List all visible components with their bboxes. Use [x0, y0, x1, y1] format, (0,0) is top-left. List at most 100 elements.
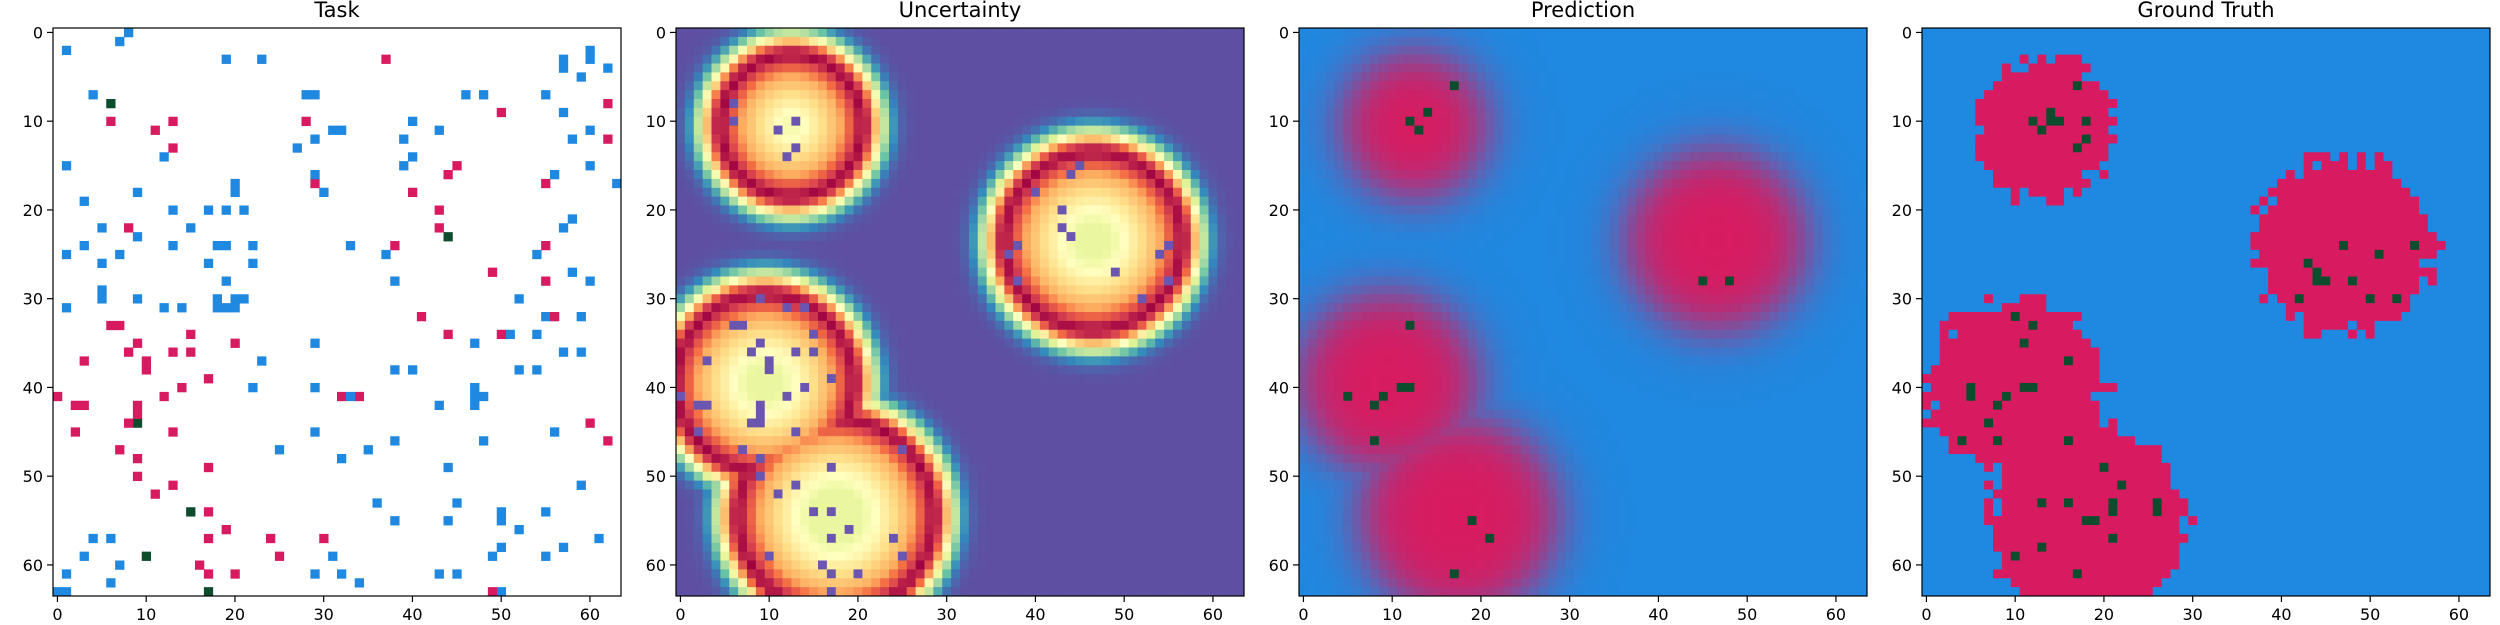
- prediction-cell: [1547, 99, 1557, 109]
- uncertainty-cell: [977, 454, 988, 464]
- uncertainty-cell: [1057, 205, 1067, 215]
- uncertainty-cell: [880, 249, 890, 260]
- uncertainty-cell: [1146, 560, 1156, 570]
- uncertainty-cell: [676, 205, 686, 215]
- prediction-cell: [1432, 63, 1442, 73]
- uncertainty-cell: [951, 320, 961, 331]
- uncertainty-cell: [880, 241, 890, 251]
- uncertainty-cell: [986, 489, 996, 499]
- uncertainty-cell: [1128, 134, 1138, 144]
- uncertainty-cell: [676, 54, 686, 64]
- uncertainty-cell: [720, 418, 730, 428]
- prediction-cell: [1458, 63, 1469, 73]
- uncertainty-cell: [986, 187, 996, 198]
- uncertainty-cell: [1164, 285, 1174, 295]
- uncertainty-cell: [702, 152, 712, 162]
- uncertainty-cell: [924, 356, 934, 366]
- uncertainty-cell: [951, 81, 961, 91]
- uncertainty-cell: [906, 427, 917, 437]
- prediction-cell: [1618, 72, 1628, 82]
- uncertainty-cell: [684, 303, 695, 313]
- uncertainty-cell: [1155, 312, 1165, 322]
- uncertainty-cell: [764, 498, 775, 508]
- uncertainty-cell: [1004, 329, 1014, 340]
- uncertainty-cell: [968, 187, 979, 198]
- uncertainty-cell: [684, 36, 695, 47]
- uncertainty-cell: [951, 125, 961, 135]
- uncertainty-cell: [747, 551, 757, 561]
- task-cell-blue: [132, 187, 143, 198]
- uncertainty-cell: [1119, 418, 1130, 428]
- uncertainty-cell: [693, 196, 704, 206]
- uncertainty-cell: [1048, 471, 1059, 482]
- uncertainty-cell: [818, 560, 828, 570]
- uncertainty-cell: [1190, 223, 1201, 233]
- uncertainty-cell: [977, 54, 988, 64]
- prediction-cell: [1494, 54, 1504, 64]
- uncertainty-cell: [1190, 285, 1201, 295]
- uncertainty-cell: [755, 45, 766, 56]
- uncertainty-cell: [1190, 445, 1201, 455]
- x-tick-label: 40: [402, 605, 422, 624]
- uncertainty-cell: [1057, 578, 1067, 588]
- uncertainty-cell: [676, 498, 686, 508]
- uncertainty-cell: [1048, 329, 1059, 340]
- uncertainty-cell: [960, 187, 970, 198]
- prediction-cell: [1485, 45, 1495, 56]
- uncertainty-cell: [702, 578, 712, 588]
- uncertainty-cell: [1022, 462, 1032, 473]
- uncertainty-cell: [1226, 232, 1236, 242]
- y-tick-label: 50: [23, 467, 43, 486]
- uncertainty-cell: [897, 587, 908, 597]
- uncertainty-cell: [951, 90, 961, 100]
- uncertainty-cell: [1048, 347, 1059, 357]
- uncertainty-cell: [1031, 338, 1041, 348]
- prediction-cell: [1804, 99, 1815, 109]
- prediction-cell: [1520, 72, 1531, 82]
- uncertainty-cell: [738, 374, 748, 384]
- uncertainty-cell: [773, 143, 783, 153]
- uncertainty-cell: [738, 329, 748, 340]
- uncertainty-cell: [764, 436, 775, 446]
- prediction-cell: [1485, 99, 1495, 109]
- uncertainty-cell: [1039, 533, 1050, 544]
- uncertainty-cell: [676, 480, 686, 490]
- uncertainty-cell: [951, 303, 961, 313]
- uncertainty-cell: [702, 116, 712, 127]
- uncertainty-cell: [1031, 45, 1041, 56]
- uncertainty-cell: [755, 267, 766, 277]
- uncertainty-cell: [995, 320, 1005, 331]
- uncertainty-cell: [1199, 45, 1209, 56]
- uncertainty-cell: [1217, 356, 1227, 366]
- uncertainty-cell: [1199, 507, 1209, 517]
- uncertainty-cell: [800, 36, 810, 47]
- uncertainty-cell: [906, 312, 917, 322]
- uncertainty-cell: [1093, 116, 1103, 127]
- uncertainty-cell: [897, 63, 908, 73]
- uncertainty-cell: [1199, 356, 1209, 366]
- uncertainty-cell: [1137, 28, 1147, 38]
- uncertainty-cell: [729, 205, 739, 215]
- uncertainty-cell: [738, 187, 748, 198]
- uncertainty-cell: [915, 551, 925, 561]
- task-cell-pink: [53, 391, 63, 402]
- uncertainty-cell: [889, 276, 899, 286]
- uncertainty-cell: [684, 569, 695, 579]
- uncertainty-cell: [773, 63, 783, 73]
- uncertainty-cell: [1075, 329, 1085, 340]
- uncertainty-cell: [747, 471, 757, 482]
- uncertainty-cell: [1057, 312, 1067, 322]
- uncertainty-cell: [906, 391, 917, 402]
- uncertainty-cell: [951, 241, 961, 251]
- uncertainty-cell: [1031, 498, 1041, 508]
- uncertainty-cell: [809, 365, 819, 375]
- uncertainty-cell: [1199, 196, 1209, 206]
- uncertainty-cell: [1031, 196, 1041, 206]
- uncertainty-cell: [942, 107, 952, 118]
- uncertainty-cell: [1004, 409, 1014, 419]
- uncertainty-cell: [1199, 214, 1209, 224]
- uncertainty-cell: [1013, 134, 1023, 144]
- uncertainty-cell: [1039, 489, 1050, 499]
- uncertainty-cell: [853, 134, 863, 144]
- uncertainty-cell: [773, 560, 783, 570]
